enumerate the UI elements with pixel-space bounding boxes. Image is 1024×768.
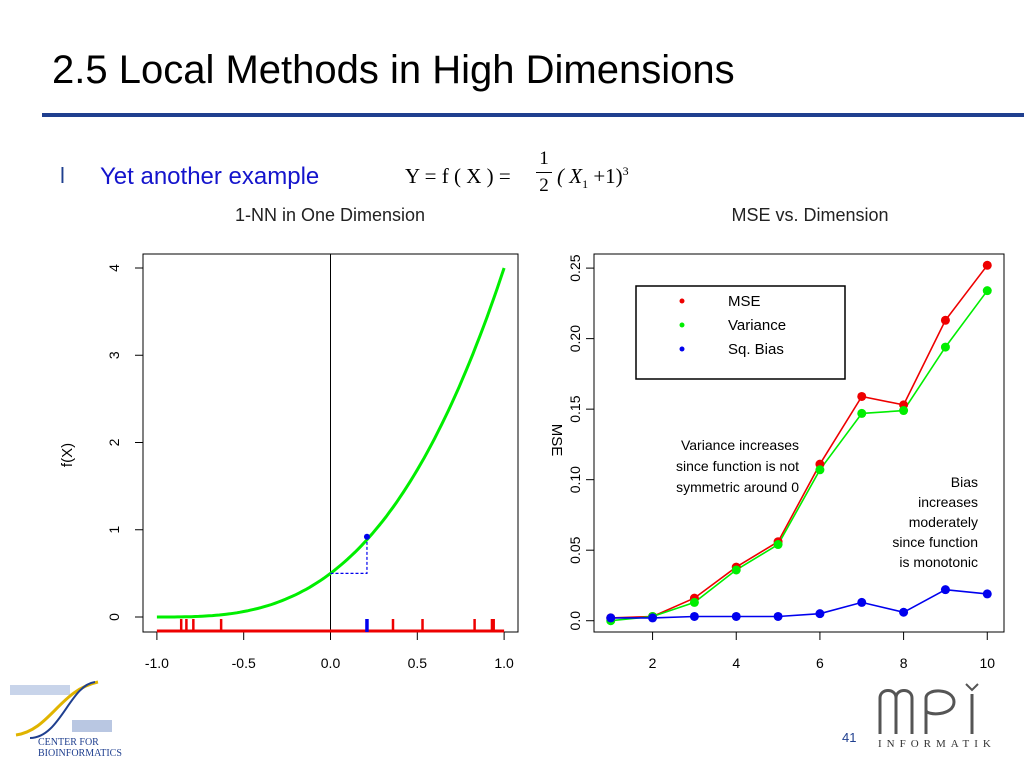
chart2-legend-label: MSE xyxy=(728,293,761,310)
formula-rhs: ( X1 +1)3 xyxy=(557,164,629,192)
logo-band-2 xyxy=(72,720,112,732)
chart1-ytick-label: 0 xyxy=(106,613,122,621)
formula-fraction-denominator: 2 xyxy=(539,175,549,196)
chart2-series-line-mse xyxy=(610,264,988,619)
logo-left-caption: CENTER FOR BIOINFORMATICS xyxy=(38,737,122,759)
chart2-ytick-label: 0.25 xyxy=(567,254,583,281)
formula-rhs-close: +1) xyxy=(588,164,623,188)
chart2-legend-marker xyxy=(679,298,685,304)
chart2-point-mse xyxy=(857,391,867,401)
bullet-text: Yet another example xyxy=(100,163,320,190)
chart2-point-sq-bias xyxy=(606,613,616,623)
logo-left-line2: BIOINFORMATICS xyxy=(38,748,122,759)
chart2-xtick-label: 6 xyxy=(816,655,824,671)
formula-rhs-open: ( X xyxy=(557,164,583,188)
chart2-annotation-variance: Variance increases xyxy=(681,437,799,453)
chart1-dashed-guide xyxy=(330,536,368,574)
title-divider xyxy=(42,113,1024,117)
chart2-annotation-bias: since function xyxy=(892,534,978,550)
chart2-point-variance xyxy=(689,597,699,607)
chart2-point-sq-bias xyxy=(689,611,699,621)
mpi-logo-m xyxy=(878,689,914,734)
mpi-logo-hacek xyxy=(965,683,979,692)
chart2-legend-label: Sq. Bias xyxy=(728,341,784,358)
chart2-xtick-label: 4 xyxy=(732,655,740,671)
chart2-point-mse xyxy=(940,315,950,325)
chart1-xtick-label: 0.0 xyxy=(321,655,341,671)
chart1-ytick-label: 2 xyxy=(106,438,122,446)
chart1-nearest-point xyxy=(363,533,370,540)
chart2-ytick-label: 0.15 xyxy=(567,395,583,422)
formula-rhs-subscript: 1 xyxy=(582,177,589,192)
page-number: 41 xyxy=(842,730,857,745)
chart2-point-variance xyxy=(857,408,867,418)
chart1-xtick-label: 1.0 xyxy=(494,655,514,671)
chart2-annotation-bias: moderately xyxy=(909,514,978,530)
formula: Y = f ( X ) = 1 2 ( X1 +1)3 xyxy=(405,146,655,216)
chart2-annotation-bias: Bias xyxy=(951,474,978,490)
formula-fraction-numerator: 1 xyxy=(539,148,549,169)
chart2-ytick-label: 0.20 xyxy=(567,325,583,352)
logo-curve-blue xyxy=(29,681,96,739)
logo-left-line1: CENTER FOR xyxy=(38,737,99,748)
chart2-point-variance xyxy=(731,565,741,575)
chart2-legend-box xyxy=(635,285,846,380)
chart2-point-sq-bias xyxy=(815,609,825,619)
chart2-annotation-variance: symmetric around 0 xyxy=(676,479,799,495)
chart1-xtick-label: -1.0 xyxy=(145,655,169,671)
chart1-ytick-label: 1 xyxy=(106,526,122,534)
chart1-xtick-label: -0.5 xyxy=(232,655,256,671)
chart2-point-sq-bias xyxy=(731,611,741,621)
chart2-point-variance xyxy=(982,286,992,296)
chart2-annotation-variance: since function is not xyxy=(676,458,799,474)
chart1-ytick-label: 4 xyxy=(106,264,122,272)
mpi-logo xyxy=(878,683,979,734)
chart2-point-mse xyxy=(982,260,992,270)
formula-rhs-superscript: 3 xyxy=(622,164,629,178)
logo-band xyxy=(10,685,70,695)
center-for-bioinformatics-logo xyxy=(10,680,112,739)
chart2-annotation-bias: increases xyxy=(918,494,978,510)
chart1-ylabel: f(X) xyxy=(59,443,76,467)
chart1-xtick-label: 0.5 xyxy=(408,655,428,671)
formula-lhs: Y = f ( X ) = xyxy=(405,164,511,188)
chart2-legend-marker xyxy=(679,322,685,328)
chart2-point-variance xyxy=(899,406,909,416)
chart2-point-sq-bias xyxy=(773,611,783,621)
chart2-ylabel: MSE xyxy=(548,424,565,457)
chart2-legend-label: Variance xyxy=(728,317,786,334)
chart2-point-variance xyxy=(940,342,950,352)
chart2-annotation-bias: is monotonic xyxy=(899,554,978,570)
chart2-point-sq-bias xyxy=(940,585,950,595)
chart2-frame xyxy=(593,253,1005,633)
chart2-ytick-label: 0.05 xyxy=(567,536,583,563)
chart2-point-sq-bias xyxy=(982,589,992,599)
chart2-point-variance xyxy=(815,465,825,475)
bullet-marker: l xyxy=(60,163,65,188)
formula-fraction: 1 2 xyxy=(536,148,552,197)
chart2-point-sq-bias xyxy=(648,613,658,623)
chart2-point-sq-bias xyxy=(857,597,867,607)
mpi-logo-p xyxy=(924,689,956,734)
chart2-point-variance xyxy=(773,540,783,550)
chart2-point-sq-bias xyxy=(899,607,909,617)
chart2-ytick-label: 0.0 xyxy=(567,611,583,631)
formula-fraction-bar xyxy=(536,172,552,173)
chart2-title: MSE vs. Dimension xyxy=(731,205,888,225)
slide-title: 2.5 Local Methods in High Dimensions xyxy=(52,48,735,92)
chart2-legend-marker xyxy=(679,346,685,352)
chart2-xtick-label: 8 xyxy=(900,655,908,671)
chart2-series-line-variance xyxy=(610,290,988,622)
chart2-xtick-label: 10 xyxy=(979,655,995,671)
chart2-series-line-sq-bias xyxy=(610,588,988,619)
chart1-ytick-label: 3 xyxy=(106,351,122,359)
chart2-ytick-label: 0.10 xyxy=(567,466,583,493)
mpi-logo-text: INFORMATIK xyxy=(878,738,996,750)
chart2-xtick-label: 2 xyxy=(649,655,657,671)
chart1-title: 1-NN in One Dimension xyxy=(235,205,425,225)
